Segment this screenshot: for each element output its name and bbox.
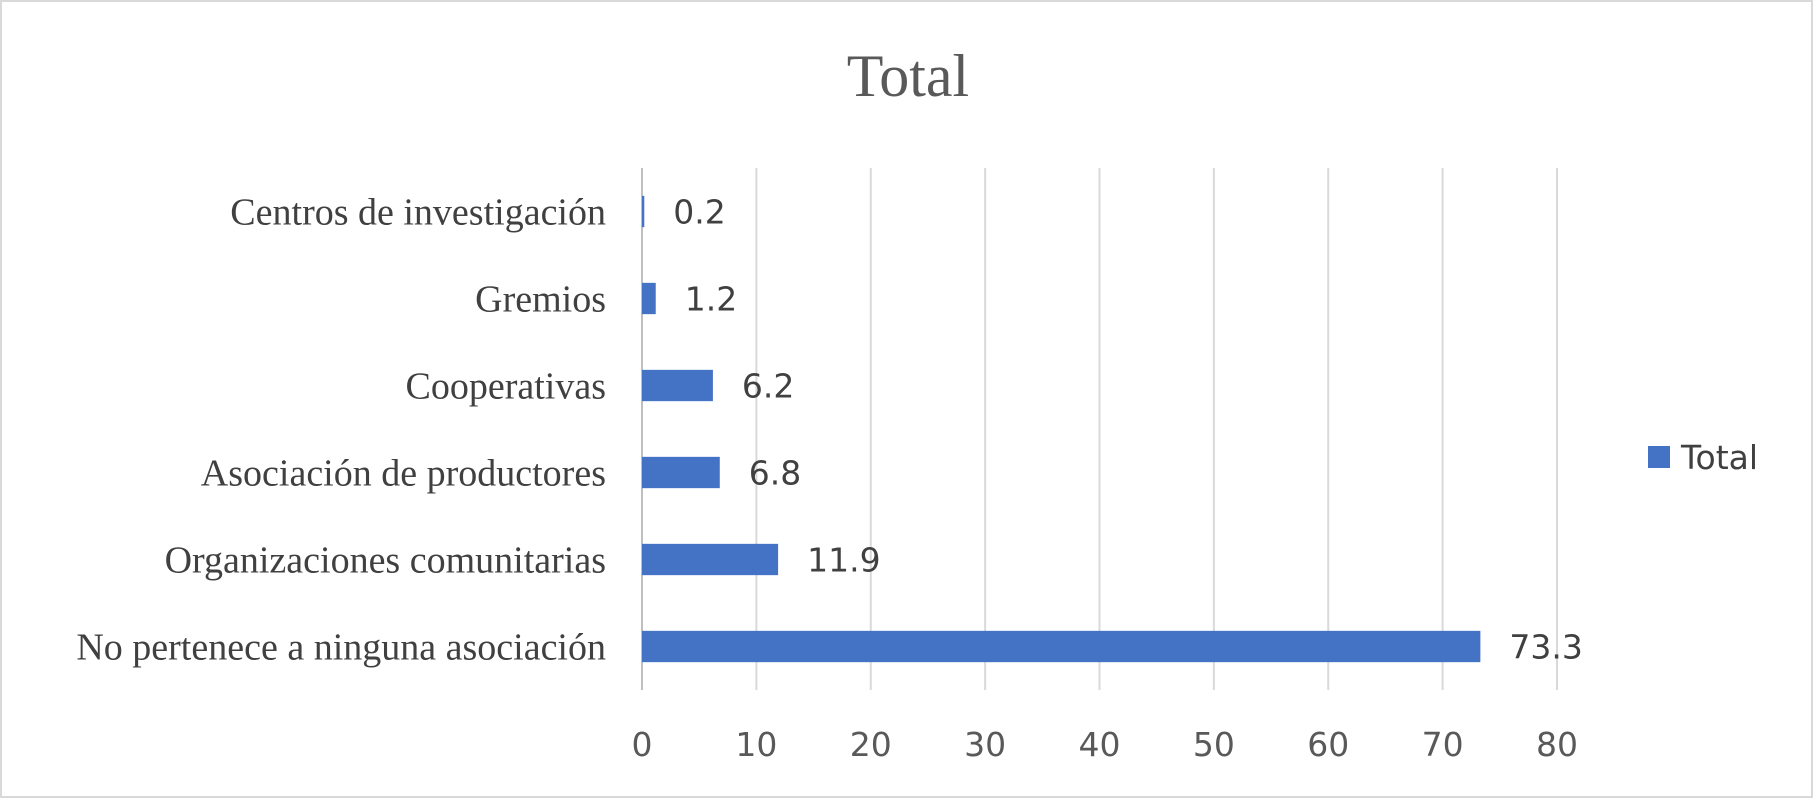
x-tick-label-70: 70 bbox=[1422, 725, 1464, 764]
x-tick-label-10: 10 bbox=[735, 725, 777, 764]
bars bbox=[642, 195, 1481, 663]
data-label-4: 1.2 bbox=[685, 280, 737, 319]
x-tick-label-80: 80 bbox=[1536, 725, 1578, 764]
x-tick-label-30: 30 bbox=[964, 725, 1006, 764]
data-labels: 73.3 11.9 6.8 6.2 1.2 0.2 bbox=[673, 193, 1583, 667]
chart-title: Total bbox=[847, 43, 969, 109]
data-label-1: 11.9 bbox=[807, 541, 880, 580]
bar-3 bbox=[642, 369, 713, 402]
bar-4 bbox=[642, 282, 656, 315]
category-label-4: Gremios bbox=[475, 279, 606, 321]
data-label-0: 73.3 bbox=[1509, 628, 1582, 667]
data-label-5: 0.2 bbox=[673, 193, 725, 232]
x-tick-label-60: 60 bbox=[1307, 725, 1349, 764]
category-label-2: Asociación de productores bbox=[201, 453, 606, 495]
legend-label-total: Total bbox=[1680, 438, 1758, 477]
data-label-2: 6.8 bbox=[749, 454, 801, 493]
category-label-0: No pertenece a ninguna asociación bbox=[76, 627, 606, 669]
data-label-3: 6.2 bbox=[742, 367, 794, 406]
legend-swatch-total bbox=[1648, 446, 1670, 468]
x-tick-label-50: 50 bbox=[1193, 725, 1235, 764]
bar-2 bbox=[642, 456, 720, 489]
category-label-1: Organizaciones comunitarias bbox=[165, 540, 606, 582]
bar-1 bbox=[642, 543, 779, 576]
bar-5 bbox=[642, 195, 645, 228]
category-label-3: Cooperativas bbox=[405, 366, 606, 408]
category-labels: No pertenece a ninguna asociación Organiz… bbox=[76, 192, 606, 669]
bar-0 bbox=[642, 630, 1481, 663]
x-axis-tick-labels: 0 10 20 30 40 50 60 70 80 bbox=[632, 725, 1579, 764]
x-tick-label-20: 20 bbox=[850, 725, 892, 764]
x-tick-label-0: 0 bbox=[632, 725, 653, 764]
gridlines bbox=[641, 168, 1558, 690]
legend: Total bbox=[1648, 438, 1758, 477]
category-label-5: Centros de investigación bbox=[230, 192, 606, 234]
x-tick-label-40: 40 bbox=[1079, 725, 1121, 764]
